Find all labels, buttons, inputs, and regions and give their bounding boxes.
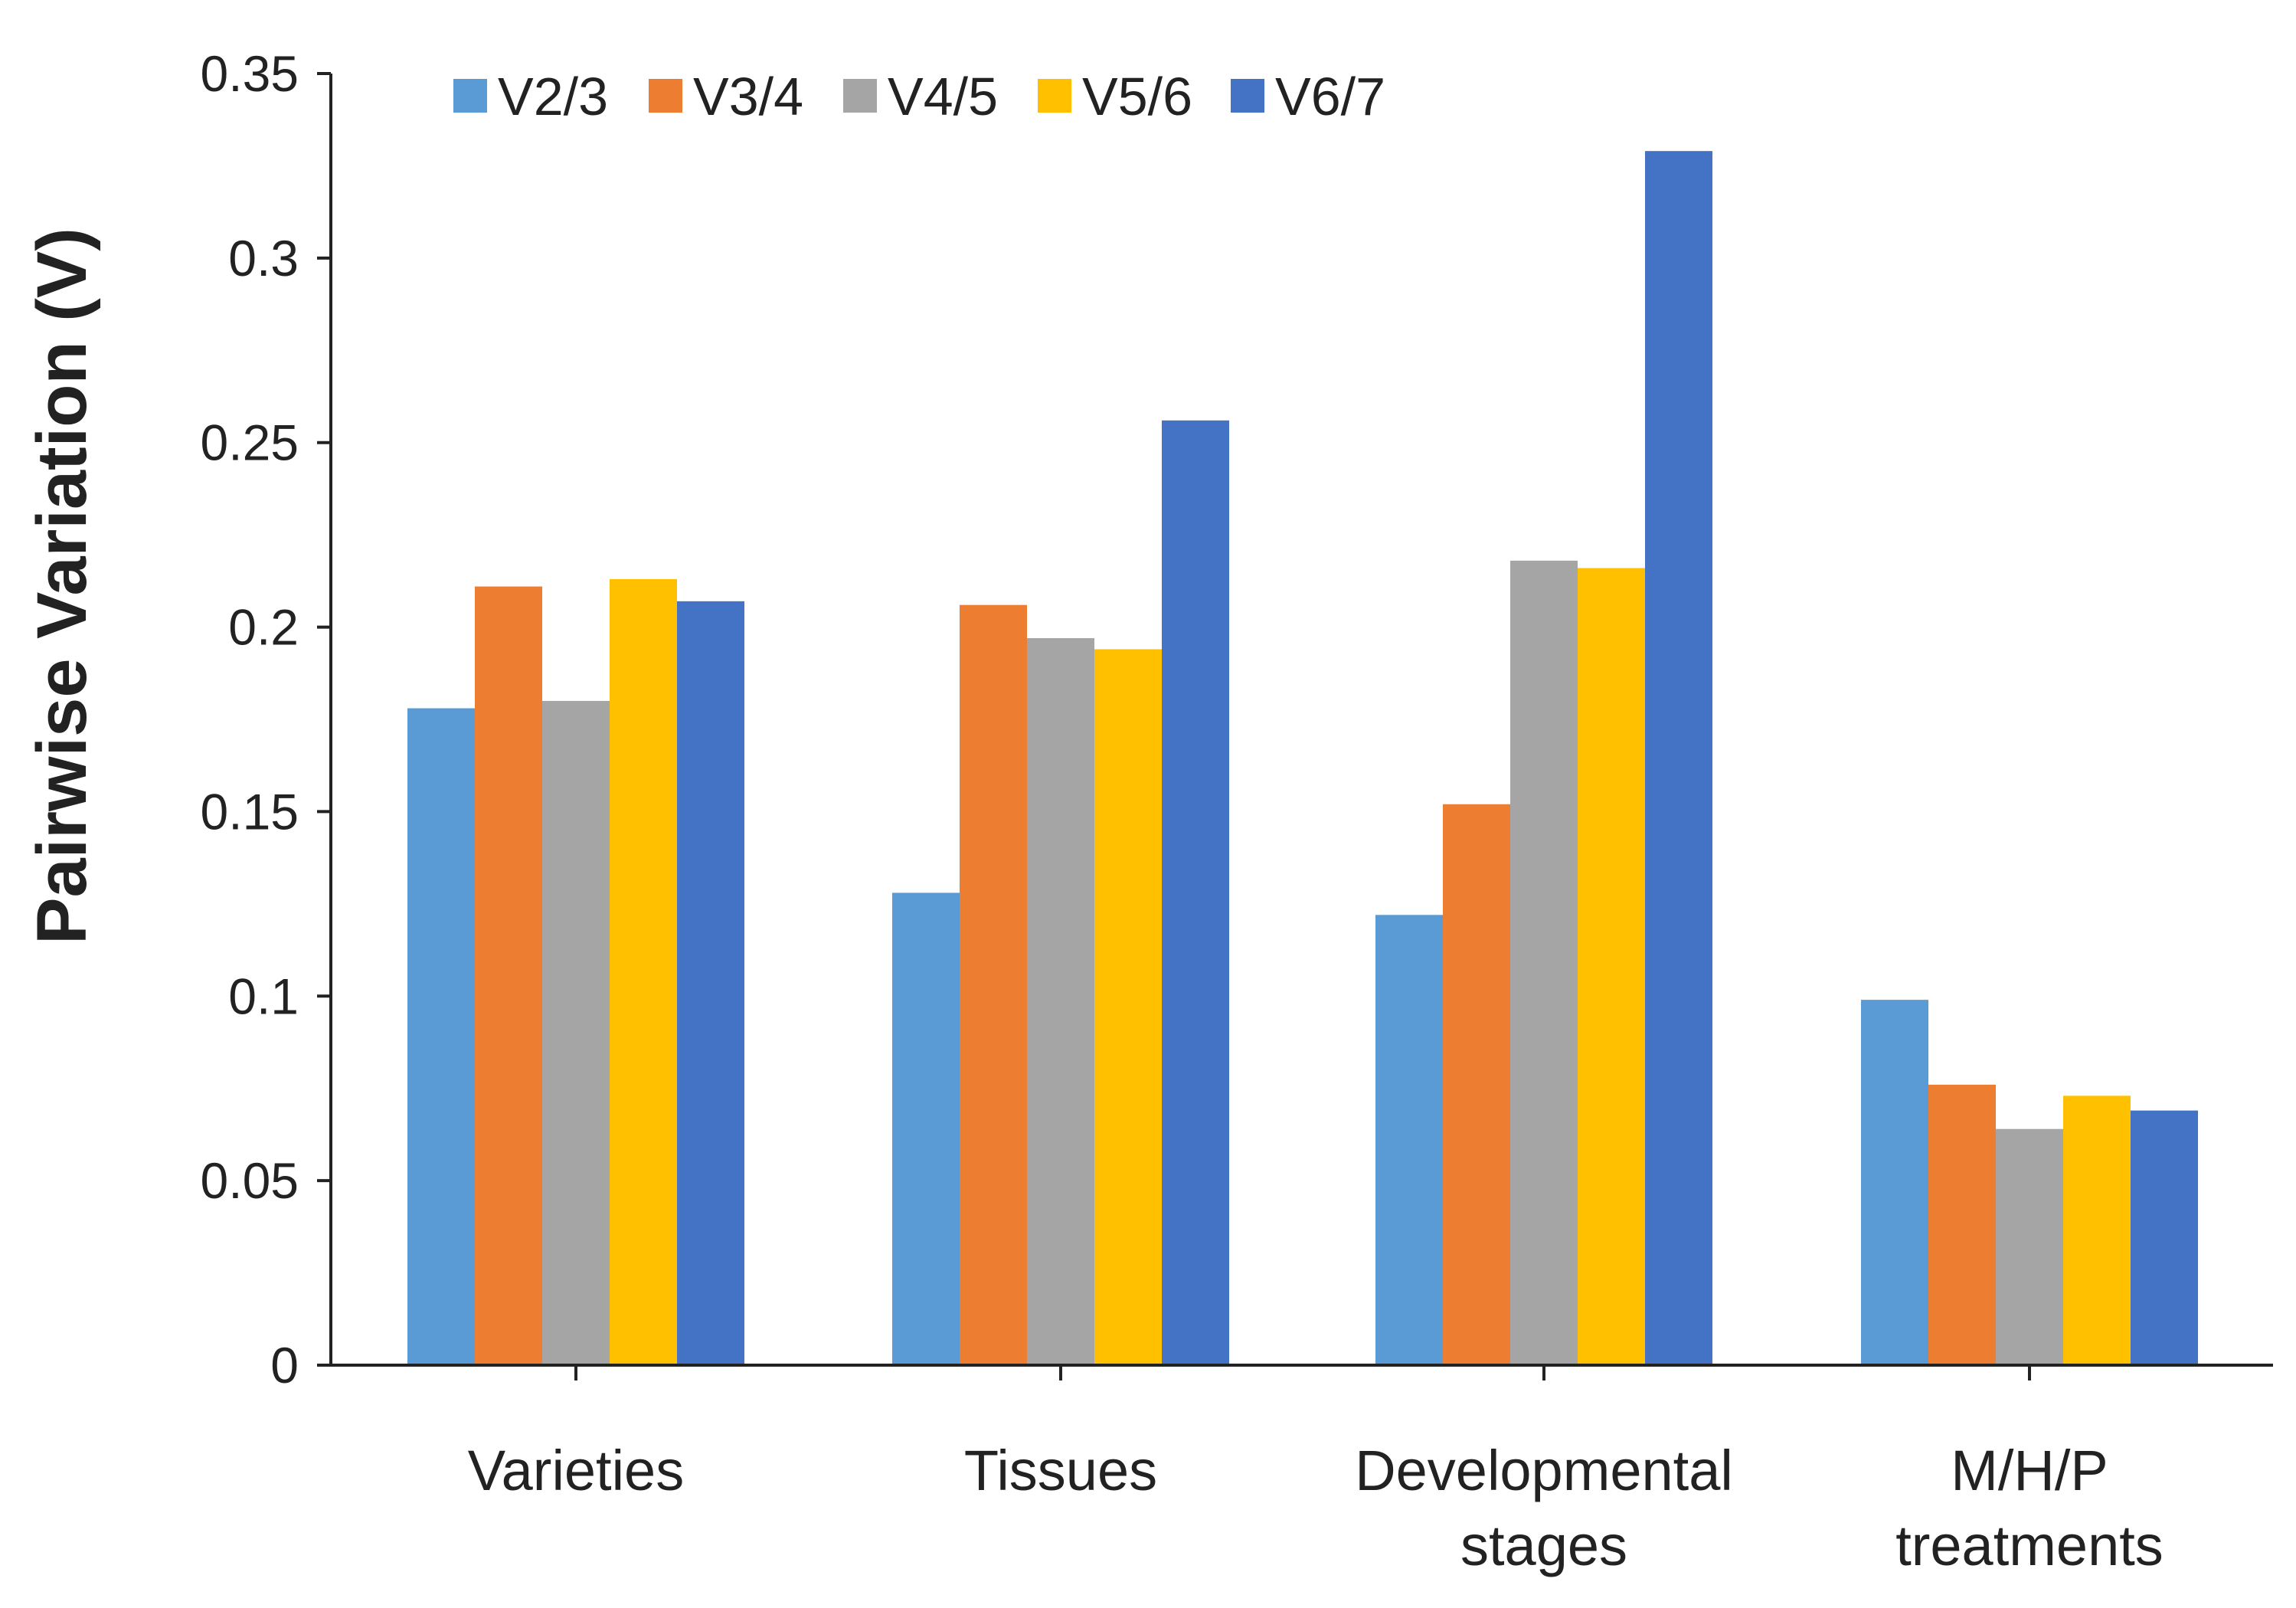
bar-v6-7-cat-2 [1645,151,1712,1365]
x-category-label: M/H/P treatments [1895,1439,2164,1577]
y-axis-title: Pairwise Variation (V) [23,228,101,945]
x-category-label-line: treatments [1895,1514,2164,1577]
x-category-label: Varieties [468,1439,684,1502]
labels-layer: 0 0.05 0.1 0.15 0.2 0.25 0.3 0.35 Varieties Tissu… [201,45,2164,1577]
y-tick-label: 0.15 [201,783,299,840]
bar-v3-4-cat-2 [1443,804,1510,1365]
bar-v4-5-cat-2 [1510,560,1578,1366]
bars-layer [407,151,2198,1366]
y-tick-label: 0.2 [228,599,299,656]
bar-v2-3-cat-2 [1375,915,1443,1365]
bar-v4-5-cat-0 [542,700,610,1365]
y-tick-label: 0.35 [201,45,299,102]
bar-v6-7-cat-3 [2131,1110,2198,1365]
bar-v2-3-cat-1 [892,892,960,1365]
x-category-label-line: stages [1460,1514,1627,1577]
x-category-label-line: Tissues [964,1439,1157,1502]
legend-swatch-v4-5 [843,79,877,113]
legend-swatch-v5-6 [1038,79,1071,113]
bar-v6-7-cat-0 [677,601,744,1365]
legend: V2/3 V3/4 V4/5 V5/6 V6/7 [453,67,1385,126]
y-tick-label: 0.25 [201,414,299,471]
x-category-label-line: M/H/P [1951,1439,2108,1502]
x-category-label: Developmental stages [1355,1439,1733,1577]
bar-v3-4-cat-1 [960,604,1027,1365]
legend-label-v4-5: V4/5 [888,67,998,126]
legend-swatch-v6-7 [1231,79,1264,113]
y-tick-label: 0 [270,1337,299,1393]
bar-v2-3-cat-3 [1861,1000,1928,1365]
legend-swatch-v3-4 [649,79,682,113]
bar-v4-5-cat-3 [1996,1128,2063,1365]
bar-v5-6-cat-2 [1578,568,1645,1366]
legend-label-v6-7: V6/7 [1275,67,1385,126]
x-category-label: Tissues [964,1439,1157,1502]
axes-layer [317,72,2273,1380]
bar-v3-4-cat-3 [1928,1084,1996,1365]
x-category-label-line: Developmental [1355,1439,1733,1502]
legend-swatch-v2-3 [453,79,487,113]
y-tick-label: 0.1 [228,968,299,1024]
x-category-label-line: Varieties [468,1439,684,1502]
bar-v5-6-cat-0 [610,578,677,1366]
bar-v6-7-cat-1 [1162,420,1229,1365]
y-tick-label: 0.05 [201,1152,299,1209]
bar-v4-5-cat-1 [1027,638,1094,1365]
legend-label-v5-6: V5/6 [1082,67,1192,126]
bar-v3-4-cat-0 [475,586,542,1365]
legend-label-v2-3: V2/3 [498,67,608,126]
legend-label-v3-4: V3/4 [693,67,803,126]
bar-v5-6-cat-1 [1094,649,1162,1365]
bar-v5-6-cat-3 [2063,1095,2131,1365]
bar-v2-3-cat-0 [407,708,475,1365]
y-tick-label: 0.3 [228,230,299,287]
